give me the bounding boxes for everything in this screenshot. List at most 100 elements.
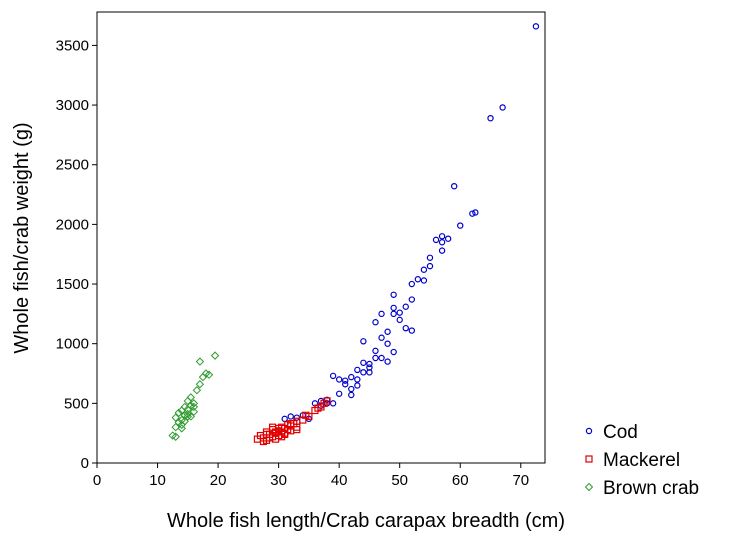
y-tick-label: 0 — [81, 455, 89, 472]
point — [532, 23, 540, 30]
point — [189, 402, 199, 412]
point — [402, 324, 409, 332]
legend-marker — [585, 427, 593, 435]
point — [329, 372, 337, 380]
point — [335, 390, 343, 397]
point — [408, 280, 416, 288]
point — [204, 370, 214, 379]
point — [366, 369, 373, 376]
y-tick-label: 2500 — [56, 157, 89, 174]
legend-label: Cod — [603, 422, 638, 443]
point — [342, 381, 349, 388]
point — [342, 377, 349, 384]
point — [287, 420, 295, 428]
point — [444, 235, 452, 242]
point — [366, 360, 373, 368]
point — [426, 262, 434, 270]
point — [171, 422, 180, 432]
point — [384, 358, 391, 365]
point — [390, 304, 397, 312]
point — [171, 413, 180, 422]
legend-marker — [585, 455, 593, 463]
point — [335, 376, 343, 383]
point — [408, 327, 416, 334]
point — [472, 209, 479, 216]
legend-label: Mackerel — [603, 450, 680, 471]
point — [487, 114, 494, 122]
point — [390, 348, 397, 356]
point — [177, 424, 186, 433]
point — [189, 407, 199, 416]
x-tick-label: 60 — [452, 472, 469, 489]
x-tick-label: 50 — [391, 472, 408, 489]
point — [360, 338, 367, 345]
point — [354, 382, 361, 389]
point — [271, 428, 280, 436]
legend-label: Brown crab — [603, 478, 699, 499]
point — [378, 354, 385, 362]
point — [432, 236, 440, 244]
point — [192, 386, 202, 395]
point — [384, 340, 391, 347]
point — [438, 247, 446, 254]
point — [281, 415, 288, 423]
point — [420, 277, 428, 284]
y-tick-label: 500 — [64, 395, 89, 412]
point — [384, 328, 391, 335]
point — [262, 430, 271, 438]
y-tick-label: 3000 — [56, 97, 89, 114]
point — [390, 291, 397, 298]
point — [372, 319, 379, 326]
x-axis-title: Whole fish length/Crab carapax breadth (… — [167, 510, 565, 532]
point — [372, 354, 379, 362]
x-tick-label: 70 — [512, 472, 529, 489]
x-tick-label: 40 — [331, 472, 348, 489]
point — [372, 347, 379, 355]
y-tick-label: 1500 — [56, 276, 89, 293]
point — [396, 309, 403, 316]
point — [195, 357, 205, 366]
point — [414, 276, 422, 283]
point — [426, 254, 434, 261]
point — [390, 310, 397, 318]
x-tick-label: 0 — [93, 472, 101, 489]
point — [348, 391, 355, 399]
point — [378, 334, 385, 341]
point — [408, 296, 416, 303]
plot-frame — [96, 11, 546, 464]
point — [360, 359, 367, 366]
point — [354, 376, 361, 383]
point — [180, 417, 189, 426]
point — [195, 380, 205, 389]
y-tick-label: 3500 — [56, 37, 89, 54]
point — [323, 397, 331, 405]
point — [174, 408, 183, 418]
y-axis-title: Whole fish/crab weight (g) — [11, 122, 33, 353]
legend-marker — [584, 482, 594, 492]
point — [293, 425, 301, 434]
point — [348, 373, 355, 381]
point — [469, 210, 476, 217]
point — [210, 351, 220, 360]
y-tick-label: 2000 — [56, 216, 89, 233]
y-tick-label: 1000 — [56, 336, 89, 353]
point — [171, 432, 180, 441]
x-tick-label: 20 — [210, 472, 227, 489]
point — [287, 413, 294, 420]
point — [186, 412, 196, 421]
point — [186, 393, 196, 402]
point — [278, 433, 286, 441]
point — [396, 316, 403, 324]
point — [168, 431, 177, 440]
point — [450, 182, 458, 190]
point — [420, 266, 428, 273]
x-tick-label: 10 — [149, 472, 166, 489]
x-tick-label: 30 — [270, 472, 287, 489]
point — [378, 310, 385, 318]
point — [457, 222, 464, 229]
point — [348, 385, 355, 393]
point — [329, 400, 337, 407]
point — [354, 366, 361, 374]
point — [438, 233, 446, 240]
